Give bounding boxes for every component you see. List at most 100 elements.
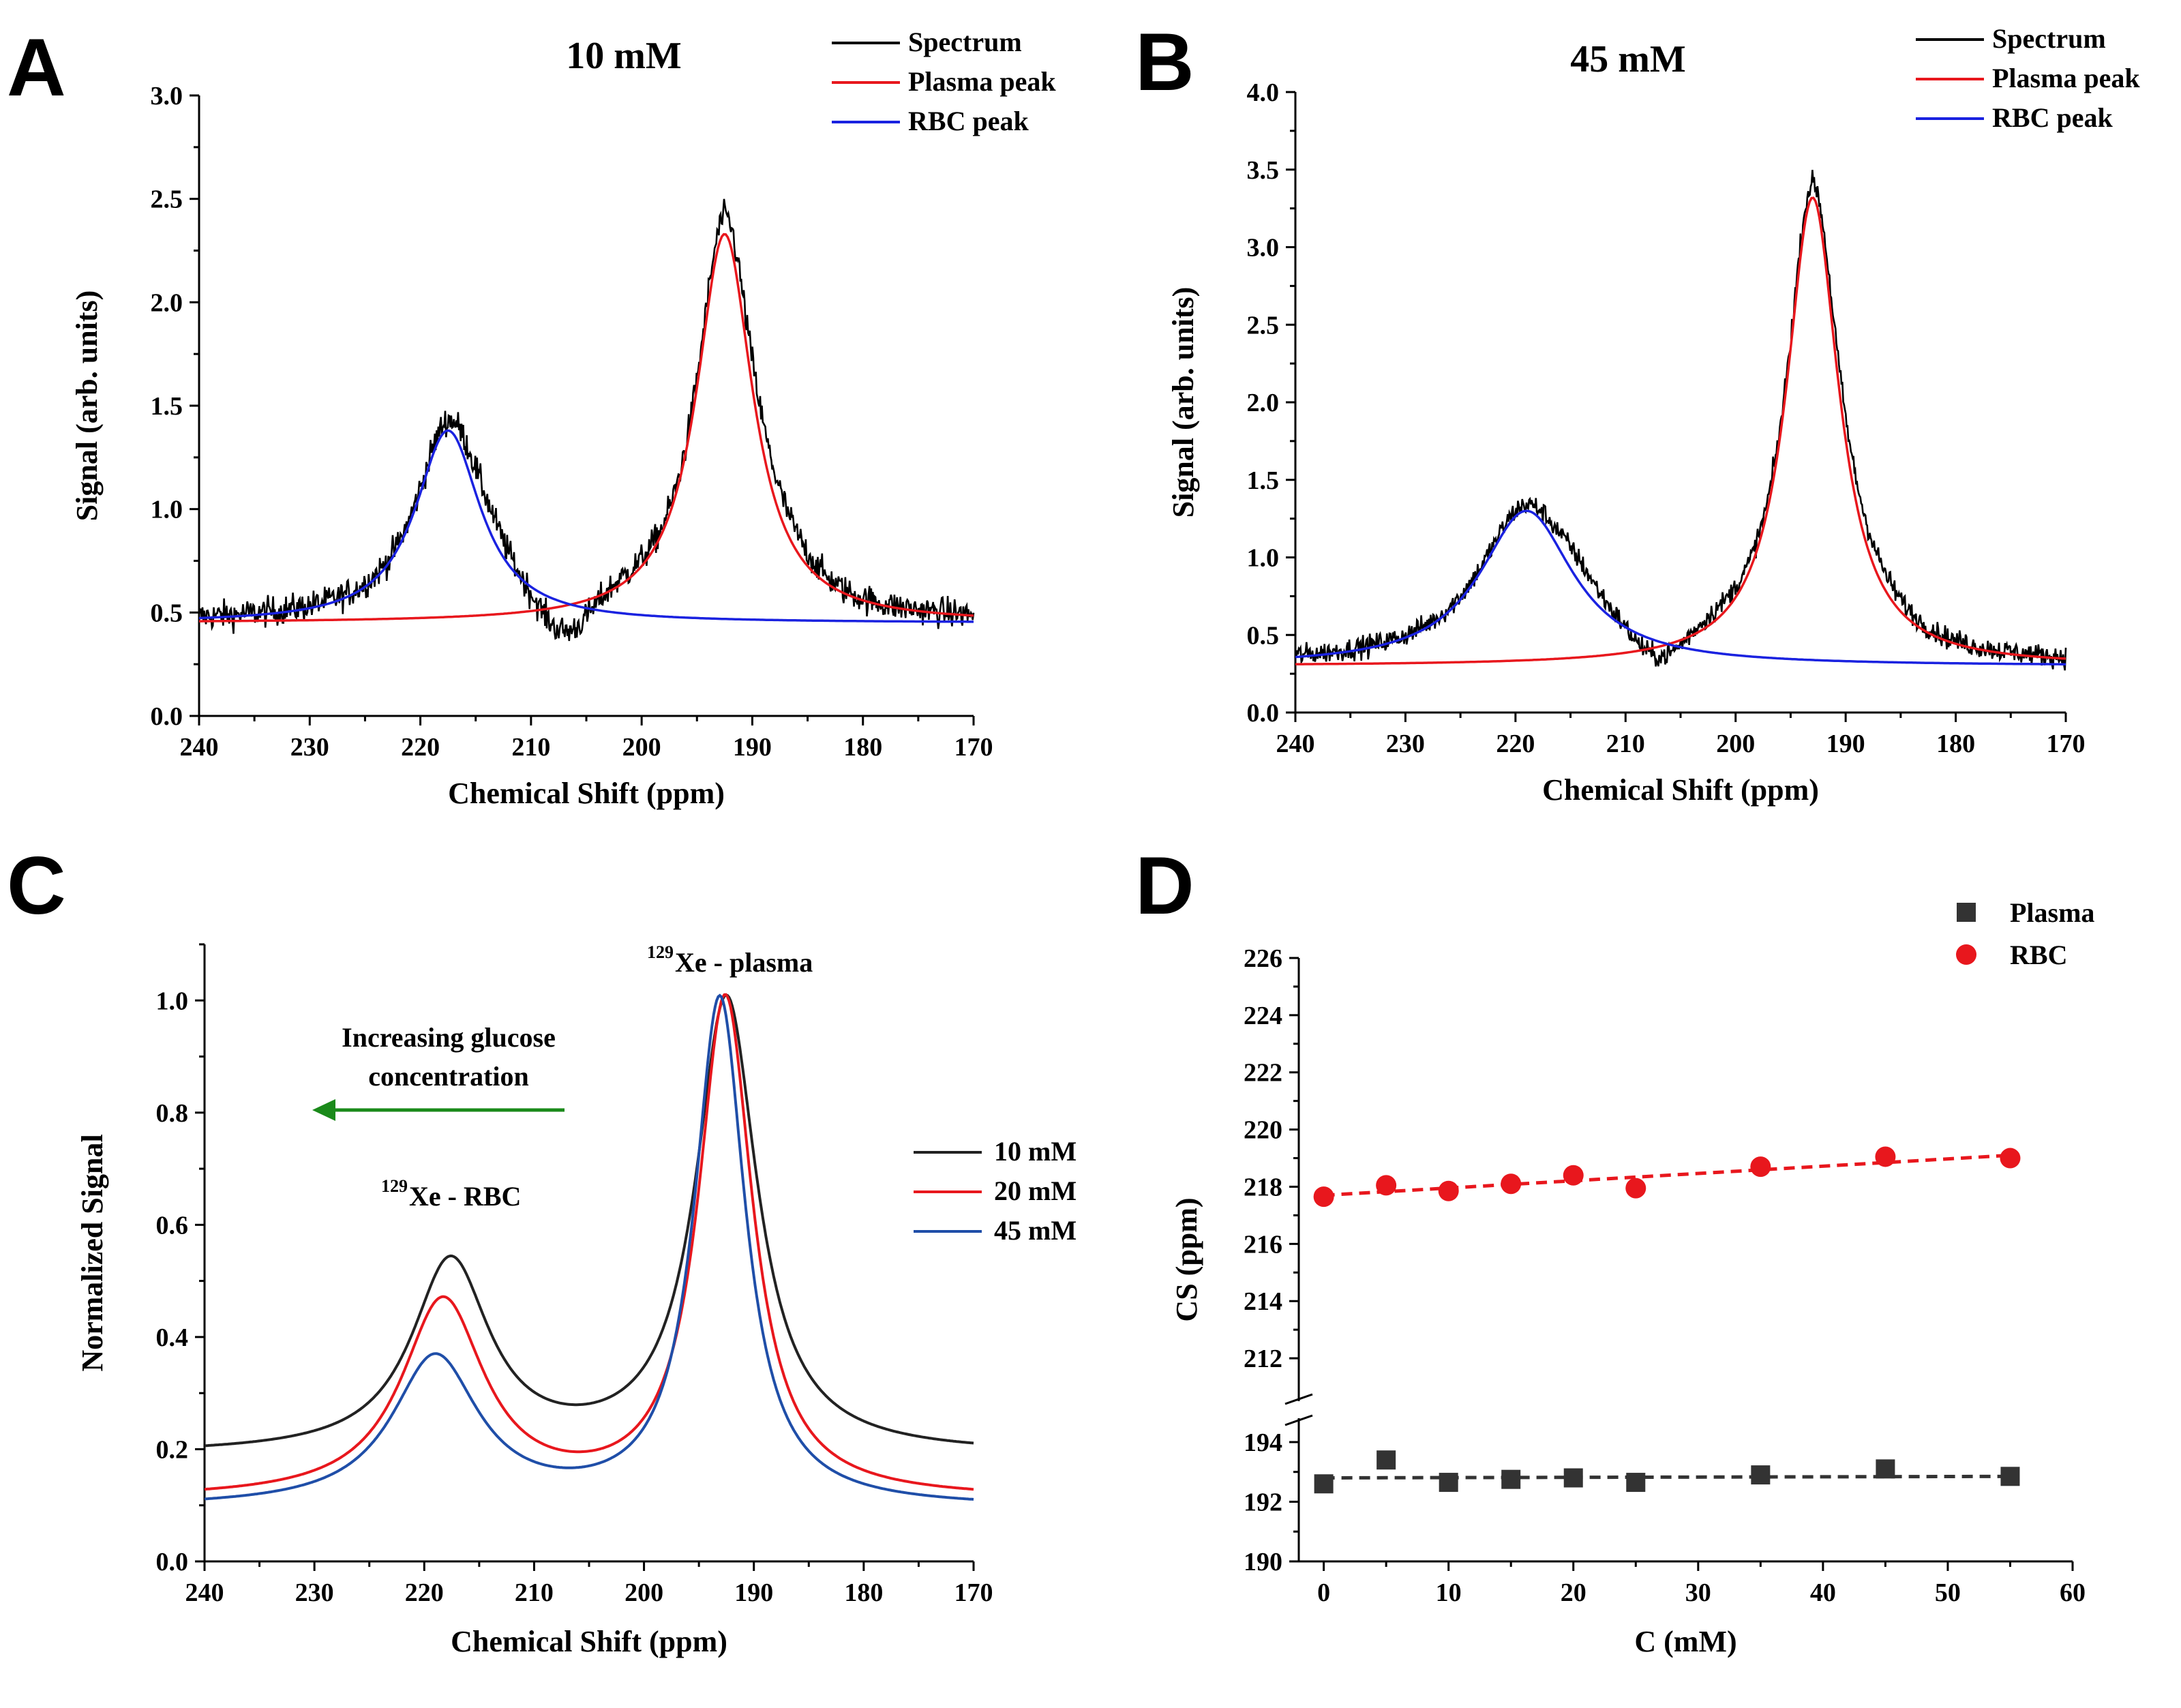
y-tick-label: 1.0 xyxy=(1247,544,1280,573)
data-point-rbc xyxy=(1750,1156,1771,1178)
chart-a-spectrum-10mm: 240 230 220 210 200 190 180 170 0.0 0.5 1.0 1.5 2.0 2… xyxy=(70,27,1056,810)
y-tick-label: 2.0 xyxy=(151,288,183,317)
x-axis-title: Chemical Shift (ppm) xyxy=(1542,773,1819,807)
x-tick-label: 240 xyxy=(180,733,219,762)
legend-label: Plasma peak xyxy=(908,66,1056,97)
annotation-rbc-superscript: 129 xyxy=(381,1176,408,1196)
y-tick-label: 218 xyxy=(1244,1173,1282,1201)
y-tick-label: 0.0 xyxy=(1247,699,1280,728)
y-tick-label: 1.5 xyxy=(151,392,183,421)
series-line-45mm xyxy=(204,993,974,1501)
x-axis-title: Chemical Shift (ppm) xyxy=(448,777,725,810)
data-point-rbc xyxy=(1501,1173,1522,1195)
chart-b-spectrum-45mm: 240 230 220 210 200 190 180 170 0.0 0.5 1.0 1.5 2.0 2… xyxy=(1167,23,2140,807)
x-tick-label: 180 xyxy=(843,733,882,762)
data-point-plasma xyxy=(1563,1468,1583,1488)
x-tick-label: 200 xyxy=(622,733,661,762)
legend-label: 45 mM xyxy=(994,1215,1077,1246)
y-tick-label: 2.0 xyxy=(1247,389,1280,417)
y-axis-title: Signal (arb. units) xyxy=(1167,287,1200,518)
y-tick-label: 212 xyxy=(1244,1345,1282,1373)
annotation-arrow-line2: concentration xyxy=(368,1061,529,1092)
data-point-plasma xyxy=(1377,1450,1396,1470)
data-point-plasma xyxy=(1439,1473,1458,1493)
y-tick-label: 0.4 xyxy=(156,1323,189,1352)
legend-label: Plasma xyxy=(2010,897,2094,928)
fit-line-plasma xyxy=(1323,1474,2011,1480)
x-tick-label: 210 xyxy=(515,1578,554,1607)
y-tick-label: 214 xyxy=(1244,1287,1282,1316)
annotation-plasma-label: Xe - plasma xyxy=(675,947,813,978)
legend-marker-rbc xyxy=(1956,944,1976,965)
axis-break-mark xyxy=(1284,1393,1313,1405)
x-tick-label: 220 xyxy=(1496,730,1535,758)
data-point-rbc xyxy=(1313,1186,1334,1208)
annotation-rbc-label: Xe - RBC xyxy=(409,1181,521,1212)
y-axis-title: CS (ppm) xyxy=(1170,1197,1203,1321)
y-tick-label: 0.0 xyxy=(156,1548,189,1576)
x-tick-label: 210 xyxy=(1606,730,1645,758)
legend-label: 20 mM xyxy=(994,1175,1077,1206)
fit-line-rbc xyxy=(1323,1153,2011,1197)
y-tick-label: 3.0 xyxy=(1247,234,1280,263)
plasma-peak-fit-line xyxy=(199,233,974,623)
data-point-plasma xyxy=(1626,1473,1646,1493)
y-tick-label: 0.6 xyxy=(156,1211,189,1240)
y-tick-label: 1.0 xyxy=(151,496,183,524)
legend-label: Spectrum xyxy=(1992,23,2106,54)
data-point-rbc xyxy=(1625,1178,1646,1199)
y-tick-label: 0.0 xyxy=(151,702,183,731)
y-tick-label: 0.5 xyxy=(1247,621,1280,650)
legend-label: Spectrum xyxy=(908,27,1022,57)
y-tick-label: 1.0 xyxy=(156,987,189,1015)
x-tick-label: 240 xyxy=(1276,730,1315,758)
x-axis-title: C (mM) xyxy=(1634,1625,1736,1658)
x-tick-label: 220 xyxy=(401,733,440,762)
chart-c-normalized-spectra: 240 230 220 210 200 190 180 170 0.0 0.2 0.4 0.6 0.8 1… xyxy=(76,942,1077,1658)
y-tick-label: 0.5 xyxy=(151,599,183,627)
y-tick-label: 0.2 xyxy=(156,1435,189,1464)
x-tick-label: 240 xyxy=(185,1578,224,1607)
y-tick-label: 3.5 xyxy=(1247,156,1280,185)
data-point-plasma xyxy=(1314,1474,1334,1494)
data-point-plasma xyxy=(2000,1467,2020,1486)
rbc-peak-fit-line xyxy=(198,429,974,623)
x-tick-label: 190 xyxy=(733,733,772,762)
data-point-plasma xyxy=(1876,1459,1895,1479)
x-tick-label: 20 xyxy=(1561,1578,1586,1607)
series-line-10mm xyxy=(204,993,974,1448)
x-tick-label: 170 xyxy=(954,1578,993,1607)
y-tick-label: 190 xyxy=(1244,1548,1282,1576)
y-tick-label: 3.0 xyxy=(151,82,183,110)
y-tick-label: 2.5 xyxy=(1247,311,1280,340)
x-tick-label: 190 xyxy=(1826,730,1865,758)
x-tick-label: 200 xyxy=(1716,730,1755,758)
legend-label: RBC xyxy=(2010,940,2067,970)
series-line-20mm xyxy=(204,993,974,1491)
y-tick-label: 0.8 xyxy=(156,1099,189,1128)
x-tick-label: 10 xyxy=(1436,1578,1462,1607)
x-tick-label: 50 xyxy=(1935,1578,1961,1607)
x-tick-label: 0 xyxy=(1317,1578,1330,1607)
data-point-plasma xyxy=(1501,1469,1521,1489)
y-tick-label: 222 xyxy=(1244,1059,1282,1088)
x-tick-label: 170 xyxy=(2047,730,2086,758)
panel-label-b: B xyxy=(1135,16,1194,108)
x-tick-label: 30 xyxy=(1685,1578,1711,1607)
y-axis-title: Signal (arb. units) xyxy=(70,290,104,522)
data-point-plasma xyxy=(1751,1465,1771,1485)
y-tick-label: 4.0 xyxy=(1247,78,1280,107)
legend-label: Plasma peak xyxy=(1992,63,2140,93)
data-point-rbc xyxy=(1563,1165,1584,1186)
y-tick-label: 224 xyxy=(1244,1002,1282,1030)
x-tick-label: 60 xyxy=(2060,1578,2086,1607)
y-tick-label: 192 xyxy=(1244,1488,1282,1517)
panel-title: 10 mM xyxy=(566,35,682,77)
x-tick-label: 190 xyxy=(734,1578,773,1607)
plasma-peak-fit-line xyxy=(1295,196,2066,665)
x-tick-label: 220 xyxy=(405,1578,444,1607)
y-tick-label: 216 xyxy=(1244,1230,1282,1259)
spectrum-line xyxy=(198,198,975,642)
annotation-arrow-head xyxy=(312,1099,335,1121)
